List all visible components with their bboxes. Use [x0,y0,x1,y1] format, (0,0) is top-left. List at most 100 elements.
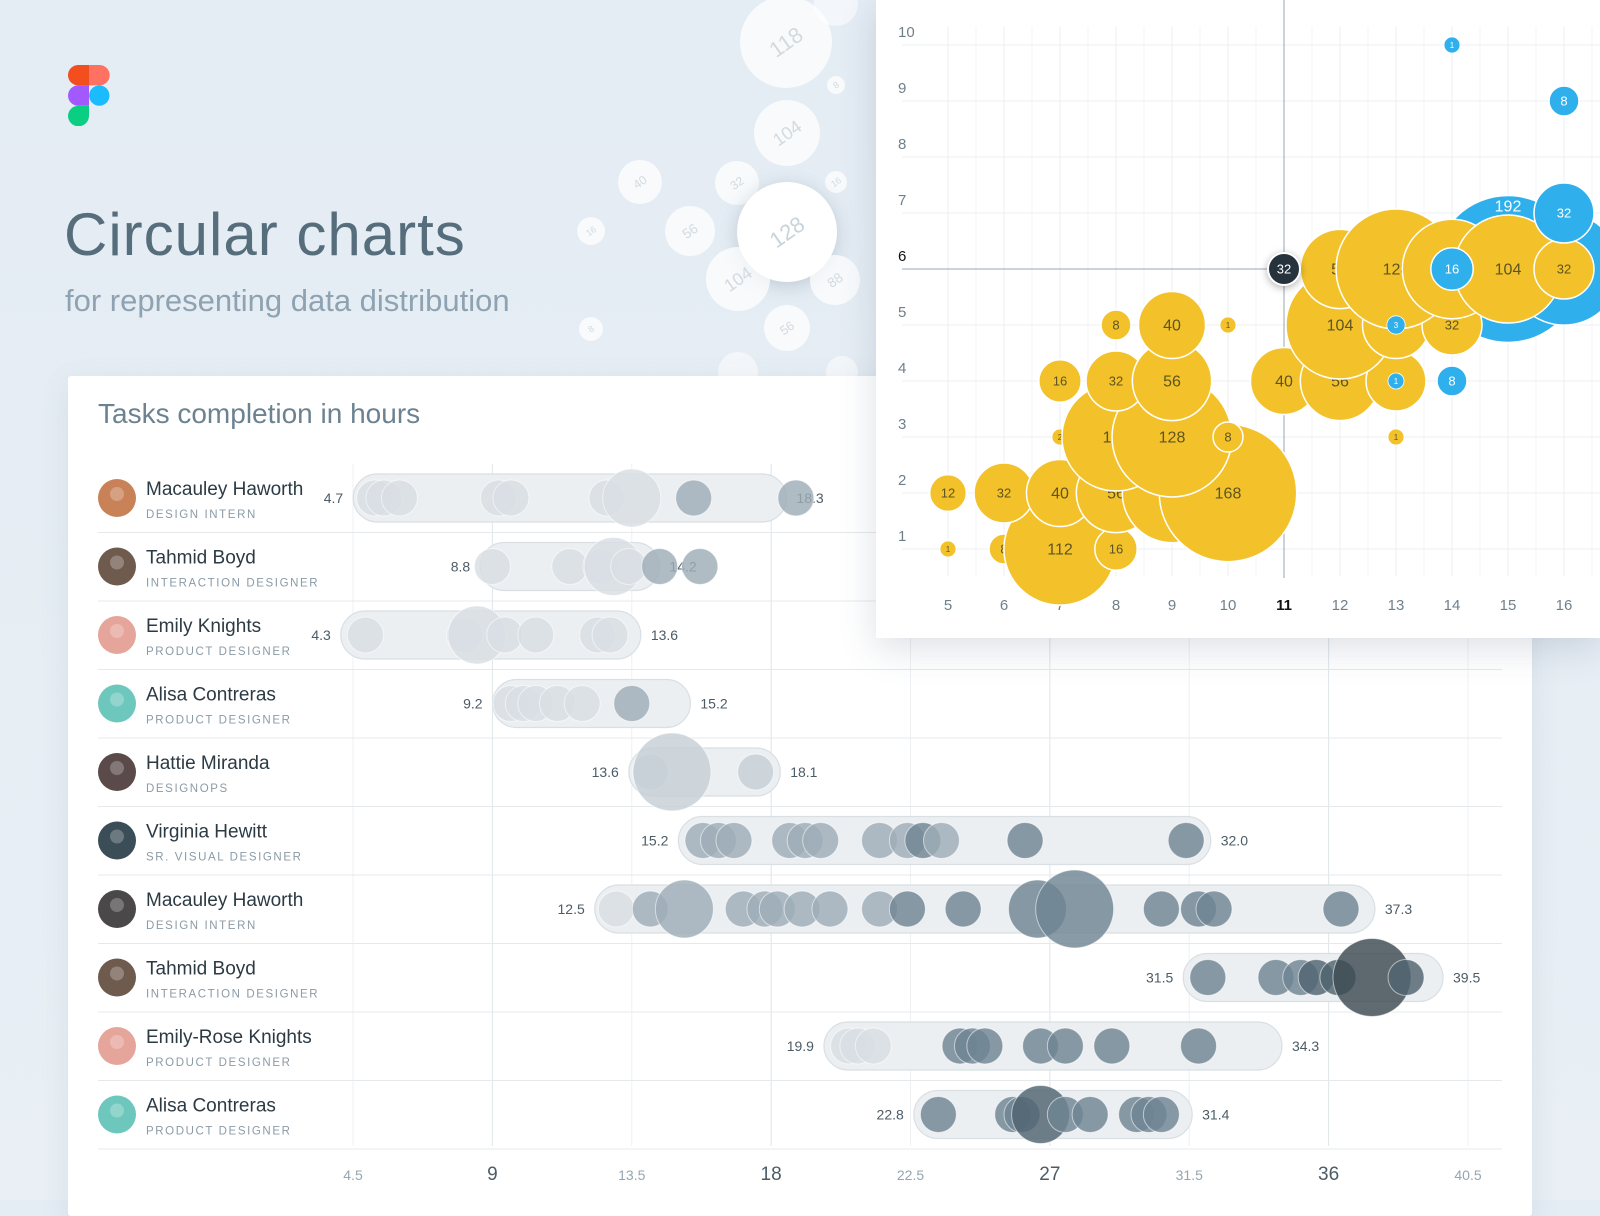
scatter-point-yellow-label: 128 [1159,430,1186,447]
avatar [98,753,136,791]
scatter-point-yellow [1038,359,1082,403]
scatter-point-blue [1533,182,1595,244]
task-bubble [1046,1027,1084,1065]
x-axis-tick-label: 40.5 [1454,1167,1481,1183]
task-bubble [919,1096,957,1133]
task-bubble [922,822,960,859]
range-min-label: 12.5 [558,901,585,917]
row-person-name: Macauley Haworth [146,479,303,500]
x-axis-tick-label: 4.5 [343,1167,363,1183]
scatter-point-yellow [1137,290,1207,360]
table-row: Alisa Contreras PRODUCT DESIGNER 9.2 15.2 [98,678,1502,739]
range-max-label: 31.4 [1202,1107,1229,1123]
figma-logo [68,65,110,126]
task-bubble [1006,822,1044,859]
avatar-face [110,966,124,981]
row-person-name: Virginia Hewitt [146,822,268,843]
scatter-point-yellow [1387,428,1405,446]
row-person-role: DESIGNOPS [146,783,229,795]
task-bubble [1142,1096,1180,1133]
scatter-point-yellow [1219,316,1237,334]
x-axis-tick-label: 8 [1112,597,1120,614]
avatar [98,684,136,723]
scatter-point-yellow-label: 8 [1224,430,1231,445]
x-axis-tick-label: 6 [1000,597,1008,614]
table-row: Emily Knights PRODUCT DESIGNER 4.3 13.6 [98,605,1502,670]
avatar-face [110,624,124,638]
x-axis-tick-label: 31.5 [1176,1167,1203,1183]
decorative-bubble [715,161,759,205]
avatar-face [110,1035,124,1049]
avatar-face [110,898,124,912]
figma-logo-red [68,65,89,86]
figma-logo-green [68,105,89,126]
y-axis-tick-label: 3 [898,416,906,433]
task-bubble [591,616,629,654]
range-max-label: 18.1 [790,764,817,780]
decorative-bubble [827,76,845,94]
range-max-label: 15.2 [700,696,727,712]
row-person-name: Tahmid Boyd [146,548,256,569]
x-axis-tick-label: 13 [1388,597,1405,614]
scatter-point-yellow [1212,421,1244,453]
range-min-label: 19.9 [787,1038,814,1054]
scatter-point-yellow-label: 12 [941,486,955,501]
decorative-bubble [665,206,715,256]
decorative-bubble-label: 88 [825,270,846,291]
figma-logo-blue [89,85,110,106]
task-bubble [602,468,662,528]
row-person-name: Alisa Contreras [146,685,276,706]
scatter-point-yellow-label: 1 [1226,321,1231,330]
avatar-face [110,555,124,570]
table-row: Tahmid Boyd INTERACTION DESIGNER 31.5 39.5 [98,938,1502,1017]
scatter-point-yellow-label: 8 [1112,318,1119,333]
task-bubble [632,732,712,812]
task-bubble [613,685,651,722]
scatter-point-yellow-label: 32 [997,486,1011,501]
task-bubble [737,753,775,791]
scatter-point-blue [1430,247,1474,291]
scatter-point-yellow-label: 1 [1394,433,1399,442]
task-bubble [380,479,418,517]
task-bubble [1142,890,1180,928]
task-bubble [854,1027,892,1065]
scatter-point-highlight-label: 32 [1277,262,1291,277]
scatter-point-blue-label: 1 [1450,41,1455,50]
task-bubble [1195,890,1233,928]
y-axis-tick-label: 5 [898,304,906,321]
row-person-role: INTERACTION DESIGNER [146,989,319,1001]
range-min-label: 31.5 [1146,970,1173,986]
row-person-role: DESIGN INTERN [146,920,257,932]
x-axis-tick-label: 9 [487,1164,498,1185]
y-axis-tick-label: 2 [898,472,906,489]
figma-logo-purple [68,85,89,106]
decorative-bubble-label: 16 [584,224,598,238]
scatter-point-yellow [928,473,968,513]
decorative-bubble [577,217,605,245]
avatar [98,1095,136,1134]
row-person-name: Emily-Rose Knights [146,1027,312,1048]
decorative-bubble [618,160,662,204]
avatar [98,890,136,928]
task-bubble [1167,822,1205,859]
avatar-face [110,1103,124,1118]
range-min-label: 8.8 [451,559,471,575]
row-person-role: DESIGN INTERN [146,509,257,521]
decorative-bubble [764,305,810,351]
x-axis-tick-label: 12 [1332,597,1349,614]
avatar [98,616,136,654]
task-bubble [473,548,511,585]
row-person-role: PRODUCT DESIGNER [146,646,292,658]
scatter-point-blue-label: 1 [1394,377,1399,386]
scatter-point-yellow [939,540,957,558]
task-bubble [492,479,530,517]
row-person-role: SR. VISUAL DESIGNER [146,852,303,864]
row-person-role: INTERACTION DESIGNER [146,578,319,590]
task-bubble [517,616,555,654]
page-title: Circular charts [64,201,466,268]
scatter-point-blue-label: 32 [1557,206,1571,221]
table-row: Virginia Hewitt SR. VISUAL DESIGNER 15.2 32… [98,815,1502,876]
scatter-point-blue [1436,365,1468,397]
